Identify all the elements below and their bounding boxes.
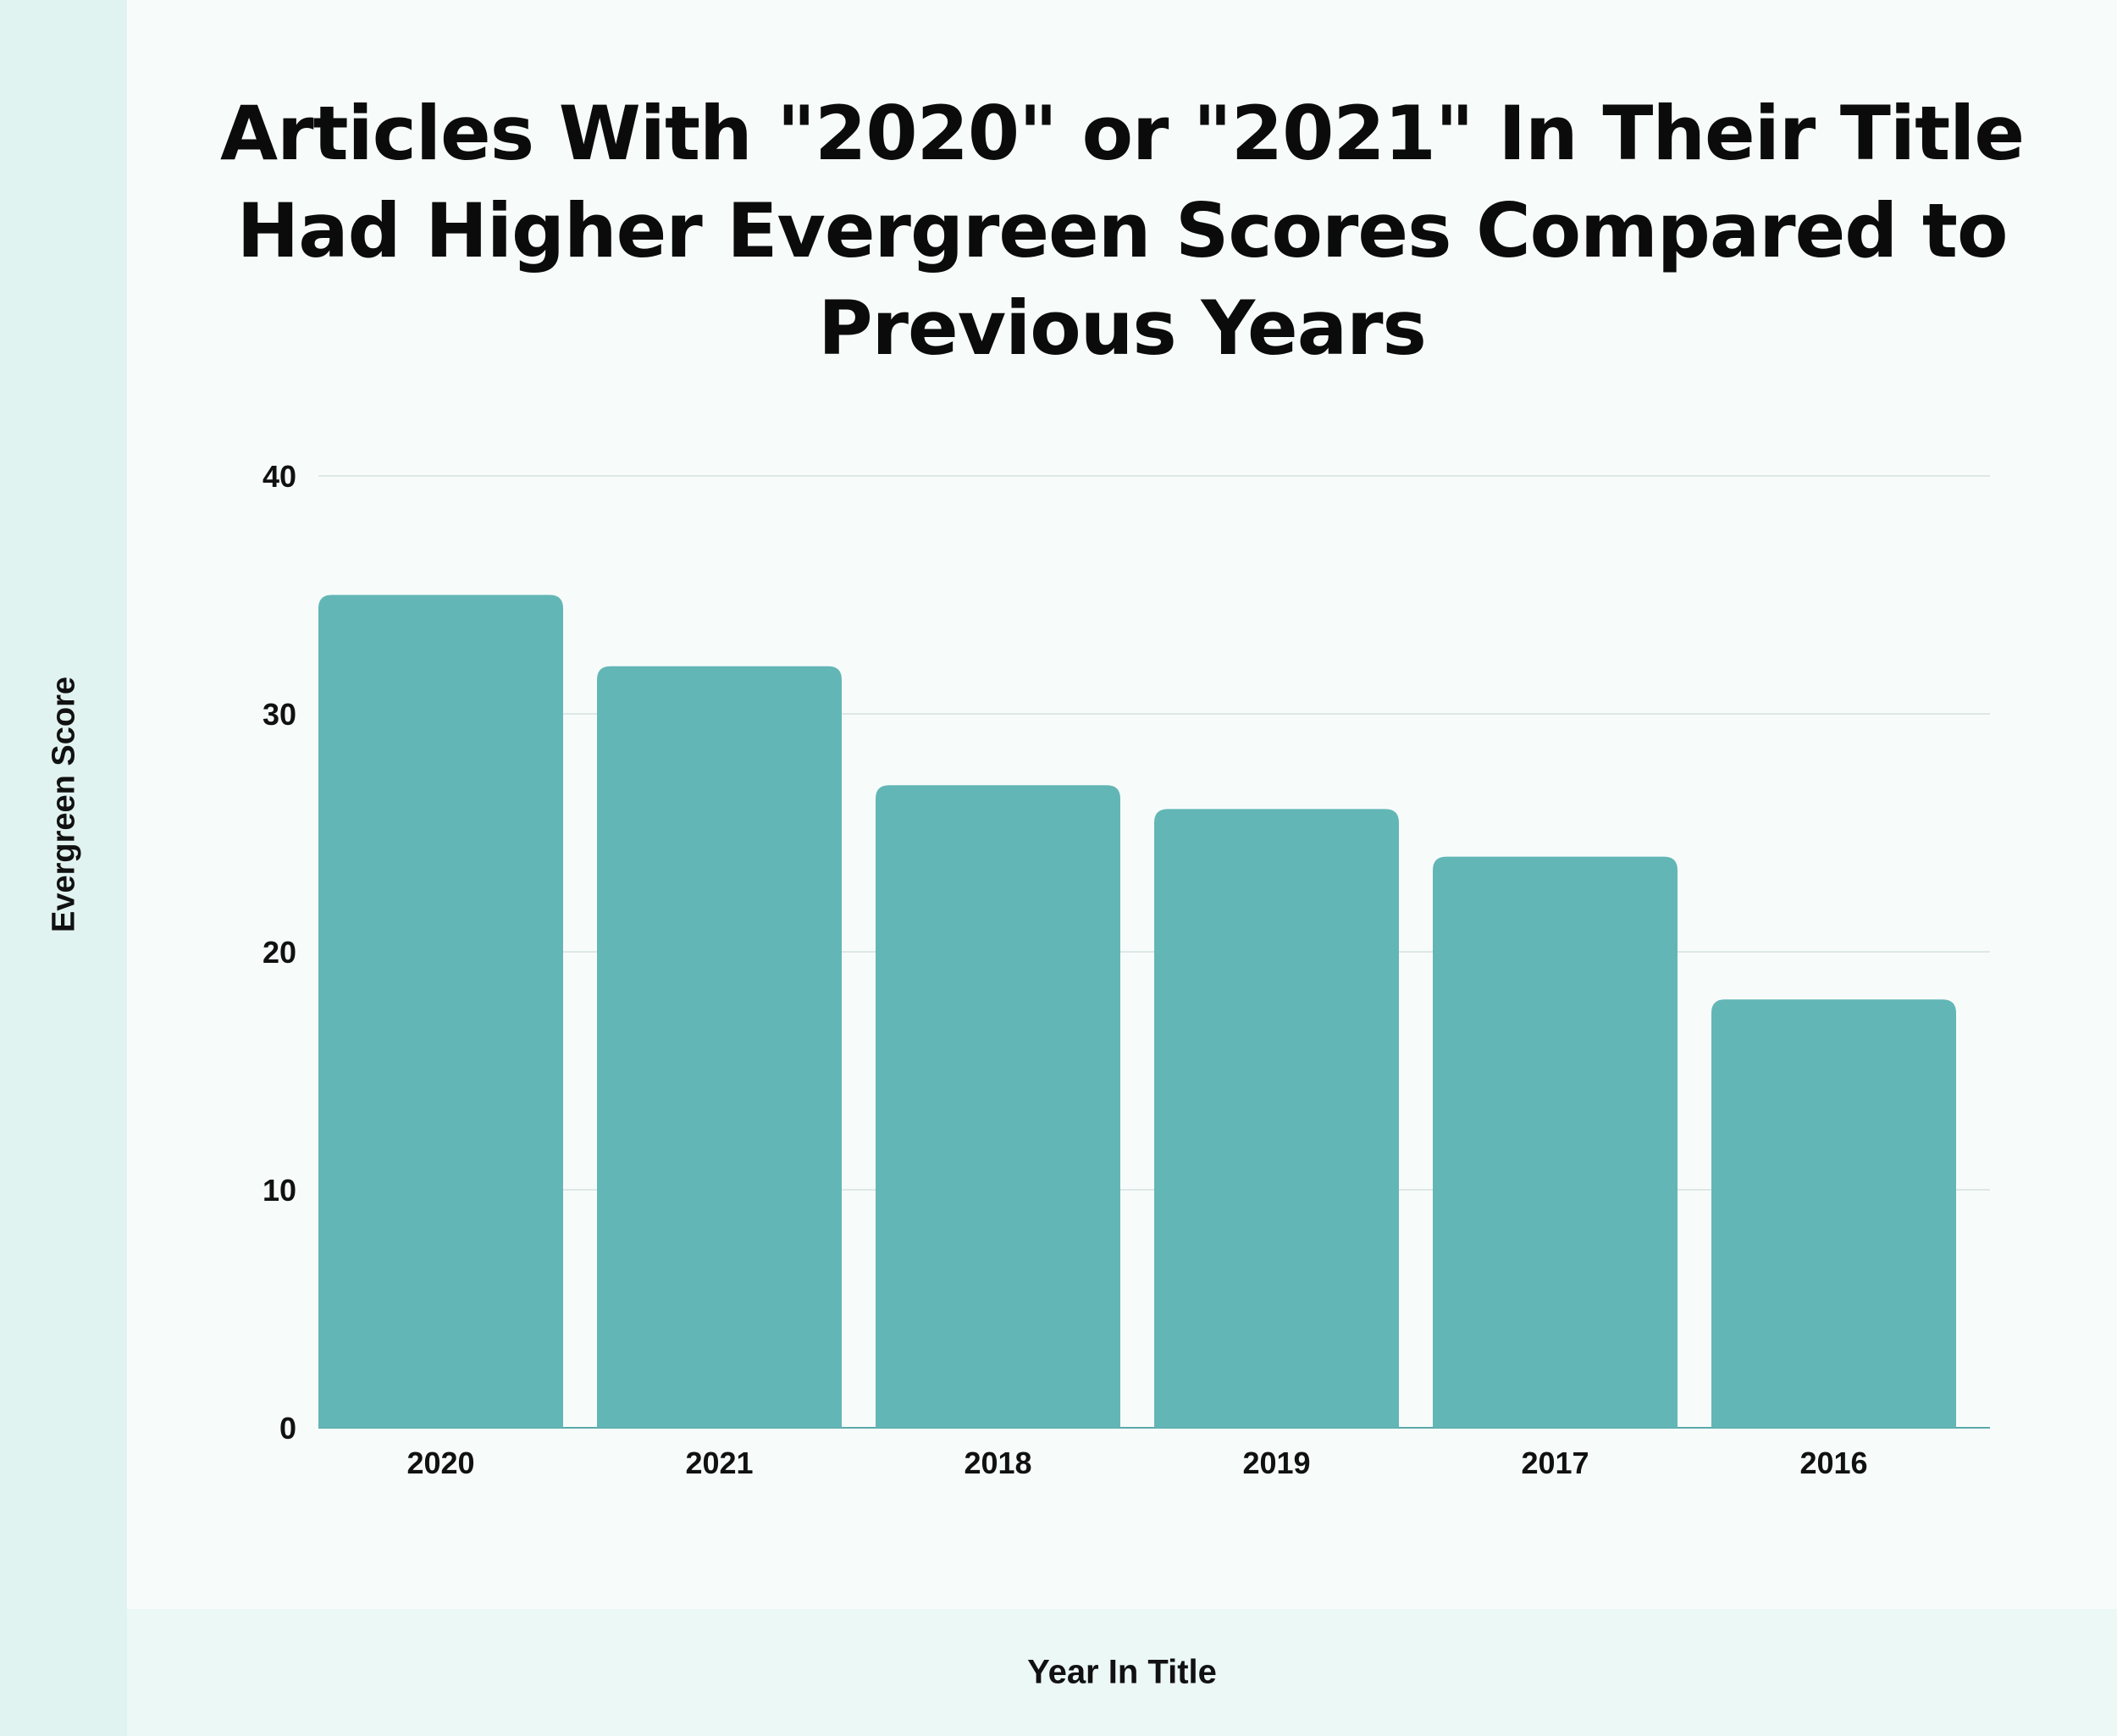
x-tick-label: 2019: [1242, 1446, 1310, 1480]
x-axis-title: Year In Title: [1027, 1653, 1217, 1691]
chart-title: Articles With "2020" or "2021" In Their …: [219, 90, 2025, 372]
x-tick-label: 2021: [685, 1446, 753, 1480]
bar-2019: [1154, 809, 1399, 1428]
y-tick-label: 0: [279, 1411, 296, 1446]
y-tick-label: 30: [263, 697, 296, 732]
bar-2018: [876, 785, 1120, 1428]
y-axis-band: [0, 0, 127, 1736]
bar-2017: [1433, 856, 1678, 1428]
x-tick-label: 2016: [1799, 1446, 1867, 1480]
x-axis-band: [127, 1609, 2117, 1736]
bar-2016: [1711, 999, 1956, 1428]
bar-2020: [318, 594, 563, 1428]
x-tick-label: 2017: [1521, 1446, 1589, 1480]
y-tick-label: 20: [263, 935, 296, 970]
x-tick-label: 2020: [406, 1446, 474, 1480]
bar-2021: [597, 666, 842, 1428]
y-tick-label: 40: [263, 459, 296, 494]
y-tick-label: 10: [263, 1173, 296, 1208]
x-tick-label: 2018: [964, 1446, 1031, 1480]
axis-labels: 0 10 20 30 40 2020 2021 2018 2019 2017 2016: [263, 459, 1868, 1480]
bars: [318, 594, 1956, 1428]
